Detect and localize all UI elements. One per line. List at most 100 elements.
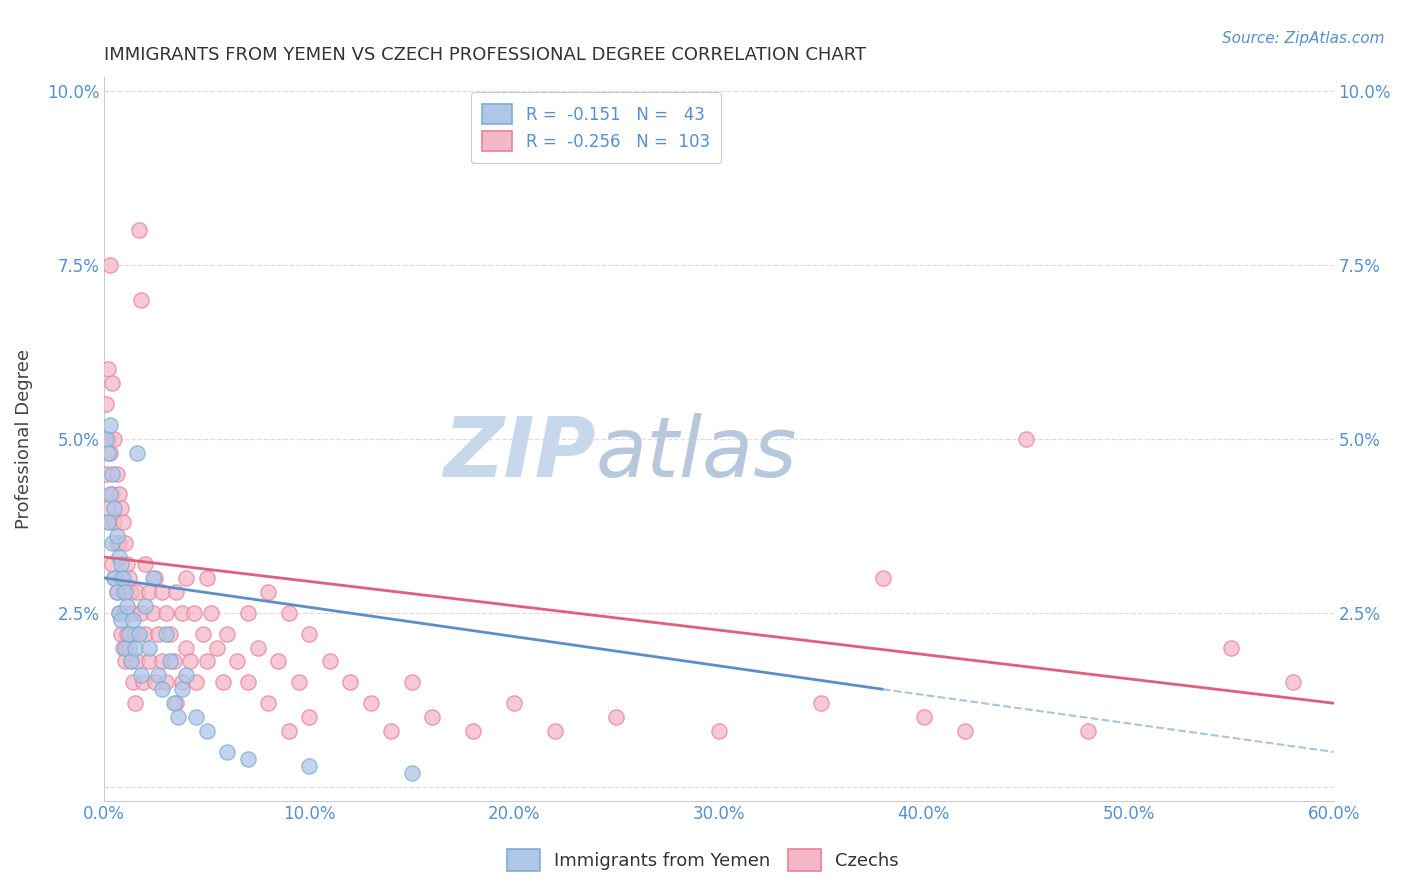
Point (401, 675, 423, 690)
Text: atlas: atlas (596, 413, 797, 494)
Point (115, 557, 138, 571)
Text: IMMIGRANTS FROM YEMEN VS CZECH PROFESSIONAL DEGREE CORRELATION CHART: IMMIGRANTS FROM YEMEN VS CZECH PROFESSIO… (104, 46, 866, 64)
Text: Source: ZipAtlas.com: Source: ZipAtlas.com (1222, 31, 1385, 46)
Point (217, 626, 239, 640)
Point (200, 606, 222, 620)
Point (138, 585, 160, 599)
Point (142, 606, 165, 620)
Point (172, 675, 194, 690)
Point (105, 585, 128, 599)
Point (96, 467, 118, 481)
Point (257, 696, 280, 710)
Point (111, 515, 134, 529)
Text: ZIP: ZIP (443, 413, 596, 494)
Point (155, 675, 177, 690)
Point (110, 557, 132, 571)
Point (174, 571, 197, 585)
Point (110, 626, 132, 640)
Point (165, 696, 187, 710)
Point (1281, 675, 1303, 690)
Point (115, 599, 138, 613)
Point (120, 585, 142, 599)
Point (159, 655, 181, 669)
Point (100, 515, 122, 529)
Point (174, 640, 197, 655)
Point (267, 655, 290, 669)
Point (132, 675, 155, 690)
Point (101, 467, 124, 481)
Point (150, 585, 173, 599)
Point (179, 655, 201, 669)
Point (134, 599, 156, 613)
Point (111, 571, 134, 585)
Point (111, 640, 134, 655)
Point (212, 675, 235, 690)
Point (461, 724, 484, 739)
Point (125, 655, 148, 669)
Point (163, 655, 186, 669)
Point (172, 682, 194, 697)
Point (118, 626, 141, 640)
Point (110, 501, 132, 516)
Point (360, 696, 382, 710)
Legend: R =  -0.151   N =   43, R =  -0.256   N =  103: R = -0.151 N = 43, R = -0.256 N = 103 (471, 93, 721, 163)
Point (122, 606, 145, 620)
Point (174, 668, 197, 682)
Point (114, 640, 136, 655)
Point (134, 626, 156, 640)
Point (103, 571, 125, 585)
Point (380, 724, 402, 739)
Point (186, 710, 208, 724)
Point (120, 655, 142, 669)
Point (114, 655, 136, 669)
Point (186, 675, 208, 690)
Point (150, 682, 173, 697)
Point (205, 640, 228, 655)
Point (97, 432, 120, 446)
Point (107, 606, 129, 620)
Point (912, 710, 935, 724)
Point (103, 432, 125, 446)
Point (110, 613, 132, 627)
Point (115, 626, 138, 640)
Point (142, 571, 165, 585)
Point (103, 501, 125, 516)
Point (97, 501, 120, 516)
Point (129, 668, 152, 682)
Point (125, 445, 148, 459)
Point (97, 445, 120, 459)
Point (339, 675, 361, 690)
Point (150, 655, 173, 669)
Point (318, 655, 340, 669)
Point (1015, 432, 1038, 446)
Point (122, 675, 145, 690)
Point (155, 626, 177, 640)
Point (125, 585, 148, 599)
Legend: Immigrants from Yemen, Czechs: Immigrants from Yemen, Czechs (501, 842, 905, 879)
Point (100, 487, 122, 501)
Point (298, 710, 321, 724)
Point (101, 557, 124, 571)
Point (872, 571, 894, 585)
Point (97, 362, 120, 376)
Point (110, 571, 132, 585)
Point (105, 529, 128, 543)
Point (97, 515, 120, 529)
Point (401, 765, 423, 780)
Point (103, 515, 125, 529)
Point (128, 626, 150, 640)
Point (195, 655, 218, 669)
Point (105, 585, 128, 599)
Point (96, 397, 118, 411)
Point (114, 536, 136, 550)
Y-axis label: Professional Degree: Professional Degree (15, 349, 32, 529)
Point (183, 606, 205, 620)
Point (100, 445, 122, 459)
Point (107, 550, 129, 565)
Point (101, 487, 124, 501)
Point (100, 417, 122, 432)
Point (503, 696, 526, 710)
Point (107, 536, 129, 550)
Point (107, 606, 129, 620)
Point (226, 655, 249, 669)
